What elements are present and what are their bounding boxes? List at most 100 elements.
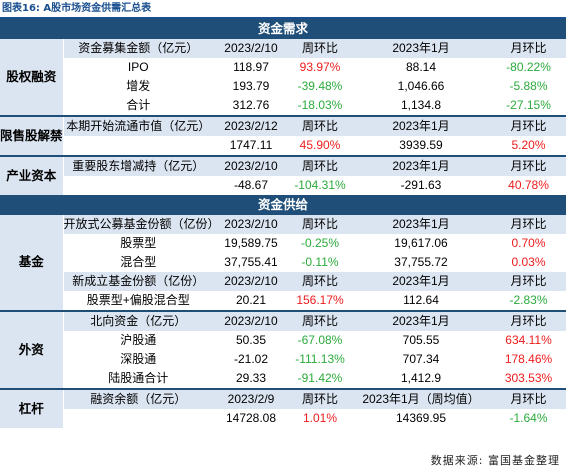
value-month: 3939.59 <box>399 138 443 152</box>
value-current: -21.02 <box>233 352 269 366</box>
caption-underline <box>0 17 566 19</box>
week-change: -0.25% <box>300 236 340 250</box>
value-current: 118.97 <box>233 60 269 74</box>
header-value-month: 2023年1月 <box>351 155 491 176</box>
value-current: 29.33 <box>235 371 267 385</box>
value-current: 37,755.41 <box>224 255 278 269</box>
section-title: 资金供给 <box>0 195 566 215</box>
table-row: 混合型 37,755.41 -0.11% 37,755.72 0.03% <box>0 253 566 272</box>
month-change: 634.11% <box>505 333 552 347</box>
header-value-month: 2023年1月 <box>351 39 491 58</box>
month-change: 303.53% <box>504 371 553 385</box>
header-month-change: 月环比 <box>491 39 566 58</box>
header-value-current: 2023/2/10 <box>213 215 289 234</box>
value-month: 37,755.72 <box>394 255 448 269</box>
header-value-current: 2023/2/10 <box>213 39 289 58</box>
week-change: 1.01% <box>302 411 338 425</box>
value-month: 14369.95 <box>395 411 447 425</box>
header-item-label: 新成立基金份额（亿份） <box>63 272 213 291</box>
table-subheader-row: 杠杆 融资余额（亿元） 2023/2/9 周环比 2023年1月（周均值） 月环比 <box>0 388 566 428</box>
header-value-month: 2023年1月 <box>351 310 491 331</box>
table-subheader-row: 股权融资 资金募集金额（亿元） 2023/2/10 周环比 2023年1月 月环比 <box>0 39 566 116</box>
value-current: 14728.08 <box>225 411 277 425</box>
month-change: -27.15% <box>506 98 551 112</box>
value-month: 88.14 <box>405 60 437 74</box>
month-change: 40.78% <box>508 178 549 192</box>
month-change: -1.64% <box>509 411 548 425</box>
header-item-label: 本期开始流通市值（亿元） <box>63 115 213 136</box>
figure-caption: 图表16: A股市场资金供需汇总表 <box>2 3 152 14</box>
table-row: 股票型 19,589.75 -0.25% 19,617.06 0.70% <box>0 234 566 253</box>
value-current: 193.79 <box>232 79 270 93</box>
value-current: 50.35 <box>235 333 267 347</box>
item-label: IPO <box>127 60 149 74</box>
value-month: 1,046.66 <box>397 79 445 93</box>
header-item-label: 开放式公募基金份额（亿份） <box>63 215 213 234</box>
item-label: 合计 <box>126 98 151 112</box>
header-value-month: 2023年1月 <box>351 272 491 291</box>
header-month-change: 月环比 <box>491 115 566 136</box>
table-subheader-row: 外资 北向资金（亿元） 2023/2/10 周环比 2023年1月 月环比 <box>0 310 566 389</box>
table-row: 股票型+偏股混合型 20.21 156.17% 112.64 -2.83% <box>0 291 566 311</box>
table-subheader-row: 产业资本 重要股东增减持（亿元） 2023/2/10 周环比 2023年1月 月环比 <box>0 155 566 195</box>
header-week-change: 周环比 <box>289 215 351 234</box>
week-change: 93.97% <box>299 60 341 74</box>
category-label: 股权融资 <box>0 39 64 116</box>
week-change: -91.42% <box>297 371 343 385</box>
month-change: 0.70% <box>511 236 546 250</box>
header-week-change: 周环比 <box>289 272 351 291</box>
item-label <box>63 176 213 195</box>
week-change: -111.13% <box>295 352 345 366</box>
value-month: 112.64 <box>403 293 439 307</box>
capital-supply-demand-table: 资金需求 股权融资 资金募集金额（亿元） 2023/2/10 周环比 2023年1月 月环比… <box>0 19 566 428</box>
month-change: -80.22% <box>506 60 551 74</box>
month-change: 0.03% <box>511 255 546 269</box>
header-week-change: 周环比 <box>289 115 351 136</box>
item-label: 深股通 <box>120 352 157 366</box>
value-current: -48.67 <box>233 178 269 192</box>
data-source-note: 数据来源: 富国基金整理 <box>430 454 560 467</box>
category-label: 外资 <box>0 310 64 389</box>
header-item-label: 北向资金（亿元） <box>63 310 213 331</box>
item-label: 沪股通 <box>120 333 157 347</box>
table-row: 1747.11 45.90% 3939.59 5.20% <box>0 136 566 156</box>
value-current: 312.76 <box>232 98 270 112</box>
header-week-change: 周环比 <box>289 39 351 58</box>
week-change: 156.17% <box>296 293 344 307</box>
header-value-month: 2023年1月 <box>351 215 491 234</box>
header-value-current: 2023/2/10 <box>213 272 289 291</box>
table-subheader-row: 限售股解禁 本期开始流通市值（亿元） 2023/2/12 周环比 2023年1月 月环比 <box>0 115 566 156</box>
header-month-change: 月环比 <box>491 388 566 409</box>
table-row: 深股通 -21.02 -111.13% 707.34 178.46% <box>0 350 566 369</box>
header-value-month: 2023年1月 <box>351 115 491 136</box>
header-month-change: 月环比 <box>491 310 566 331</box>
header-item-label: 资金募集金额（亿元） <box>63 39 213 58</box>
header-value-current: 2023/2/12 <box>213 115 289 136</box>
week-change: -18.03% <box>297 98 343 112</box>
week-change: -39.48% <box>297 79 343 93</box>
header-month-change: 月环比 <box>491 155 566 176</box>
table-row: -48.67 -104.31% -291.63 40.78% <box>0 176 566 195</box>
item-label: 混合型 <box>120 255 157 269</box>
value-month: 1,412.9 <box>400 371 442 385</box>
value-month: 705.55 <box>402 333 440 347</box>
value-month: -291.63 <box>400 178 442 192</box>
header-item-label: 融资余额（亿元） <box>63 388 213 409</box>
header-month-change: 月环比 <box>491 272 566 291</box>
section-header: 资金供给 <box>0 195 566 215</box>
table-row: 增发 193.79 -39.48% 1,046.66 -5.88% <box>0 77 566 96</box>
item-label: 股票型+偏股混合型 <box>86 293 190 307</box>
category-label: 限售股解禁 <box>0 115 64 156</box>
month-change: -5.88% <box>509 79 548 93</box>
category-label: 产业资本 <box>0 155 64 195</box>
value-current: 1747.11 <box>229 138 273 152</box>
header-value-current: 2023/2/9 <box>213 388 289 409</box>
month-change: -2.83% <box>509 293 548 307</box>
category-label: 基金 <box>0 215 64 311</box>
table-subheader-row: 新成立基金份额（亿份） 2023/2/10 周环比 2023年1月 月环比 <box>0 272 566 291</box>
month-change: 178.46% <box>504 352 553 366</box>
table-body: 资金需求 股权融资 资金募集金额（亿元） 2023/2/10 周环比 2023年1月 月环比… <box>0 19 566 428</box>
value-current: 19,589.75 <box>224 236 278 250</box>
week-change: -104.31% <box>294 178 346 192</box>
week-change: 45.90% <box>299 138 341 152</box>
